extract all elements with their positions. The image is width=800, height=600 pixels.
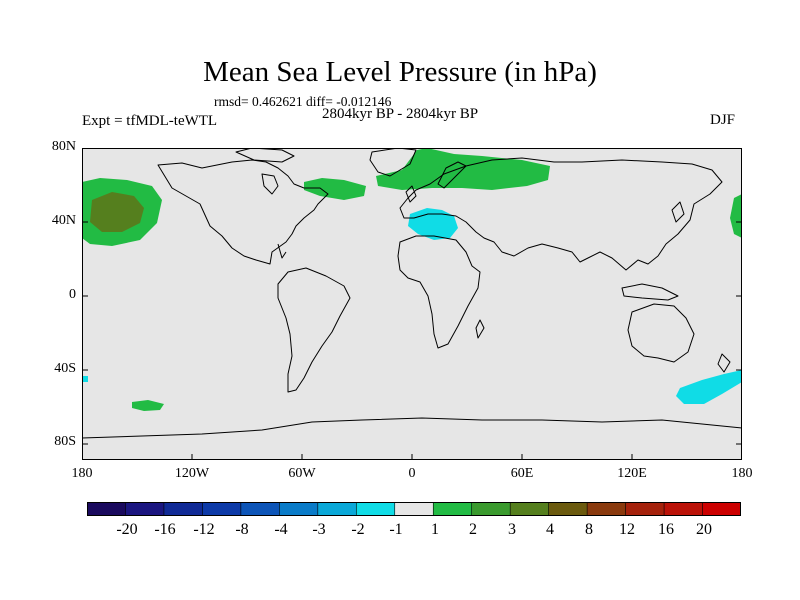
map-title: Mean Sea Level Pressure (in hPa) [203,56,597,88]
colorbar-label: 20 [696,521,712,538]
colorbar-cell [87,502,127,516]
coast-britain [405,185,417,203]
colorbar-label: -1 [389,521,403,538]
colorbar-cell [432,502,473,516]
colorbar-label: -8 [235,521,249,538]
colorbar [87,502,741,516]
coast-canadian-arctic [235,148,295,163]
colorbar-label: -3 [312,521,326,538]
stats-text: rmsd= 0.462621 diff= -0.012146 [214,94,392,109]
anomaly-north-pacific-core [90,192,144,232]
season-label: DJF [710,112,736,128]
colorbar-label: 16 [658,521,674,538]
anomaly-south-pacific [132,400,164,411]
colorbar-cell [279,502,319,516]
colorbar-label: -4 [274,521,288,538]
colorbar-cell [202,502,242,516]
colorbar-cell [163,502,204,516]
period-text: 2804kyr BP - 2804kyr BP [322,106,479,122]
lon-label: 120W [174,466,210,481]
lon-label: 0 [408,466,416,481]
colorbar-label: 8 [585,521,593,538]
lon-label: 60E [510,466,534,481]
coast-madagascar [475,319,485,339]
world-map [82,148,742,460]
lat-label: 40S [54,361,76,376]
colorbar-cell [586,502,627,516]
map-ticks [82,148,742,460]
coast-hudson-bay [261,173,279,195]
colorbar-cell [317,502,357,516]
experiment-label: Expt = tfMDL-teWTL [82,113,218,129]
colorbar-cell [509,502,550,516]
anomaly-east-pacific-edge [730,194,742,238]
colorbar-label: -16 [154,521,176,538]
coast-florida [277,243,287,259]
colorbar-cell [702,502,741,516]
lon-label: 180 [71,466,93,481]
anomaly-south-of-australia [676,370,742,404]
colorbar-cell [548,502,588,516]
ocean-background [82,148,742,460]
coast-africa [397,235,481,349]
colorbar-label: -12 [193,521,215,538]
coast-scandinavia [437,161,467,189]
lat-label: 40N [51,213,76,228]
colorbar-cell [394,502,434,516]
lat-label: 80N [51,139,76,154]
colorbar-label: -20 [116,521,138,538]
colorbar-label: 12 [619,521,635,538]
coastlines [82,148,742,439]
colorbar-label: 1 [431,521,439,538]
coast-new-zealand [717,353,731,373]
coast-antarctica [82,417,742,439]
coast-australia [627,303,695,363]
anomaly-gulf-st-lawrence [304,178,366,200]
coast-south-america [277,267,351,393]
colorbar-cell [663,502,704,516]
coast-north-america [157,159,329,265]
colorbar-cell [625,502,665,516]
coast-maritime-se-asia [621,283,679,301]
colorbar-label: 2 [469,521,477,538]
colorbar-label: 4 [546,521,554,538]
lon-label: 120E [617,466,647,481]
colorbar-cell [240,502,280,516]
lon-label: 60W [288,466,316,481]
lon-label: 180 [731,466,753,481]
colorbar-label: 3 [508,521,516,538]
colorbar-cell [471,502,511,516]
colorbar-label: -2 [351,521,365,538]
lat-label: 80S [54,434,76,449]
colorbar-cell [355,502,396,516]
coast-eurasia [399,157,723,271]
coast-japan [671,201,685,223]
colorbar-cell [125,502,165,516]
anomaly-southwest-edge [82,376,88,382]
lat-label: 0 [69,287,76,302]
